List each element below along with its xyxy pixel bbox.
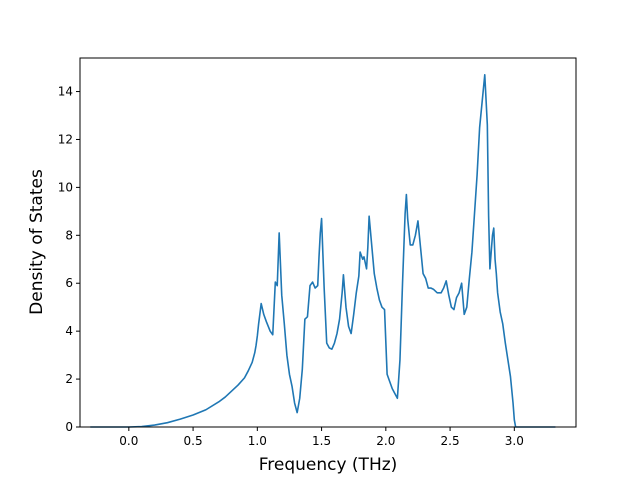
x-tick-label: 1.5	[312, 434, 331, 448]
y-tick-label: 10	[58, 180, 73, 194]
y-tick-label: 6	[65, 276, 73, 290]
x-axis-label: Frequency (THz)	[259, 455, 398, 475]
y-tick-label: 14	[58, 85, 73, 99]
x-tick-label: 3.0	[505, 434, 524, 448]
x-axis-ticks: 0.0 0.5 1.0 1.5 2.0 2.5 3.0	[119, 427, 524, 448]
y-tick-label: 0	[65, 420, 73, 434]
x-tick-label: 2.5	[441, 434, 460, 448]
y-tick-label: 8	[65, 228, 73, 242]
plot-area	[79, 57, 577, 428]
axes-frame	[79, 57, 577, 428]
y-tick-label: 2	[65, 372, 73, 386]
x-tick-label: 0.0	[119, 434, 138, 448]
y-tick-label: 4	[65, 324, 73, 338]
y-tick-label: 12	[58, 132, 73, 146]
x-tick-label: 0.5	[184, 434, 203, 448]
series-line-0	[90, 73, 556, 428]
y-axis-label: Density of States	[27, 169, 47, 315]
x-tick-label: 2.0	[376, 434, 395, 448]
y-axis-ticks: 0 2 4 6 8 10 12 14	[58, 85, 80, 434]
x-tick-label: 1.0	[248, 434, 267, 448]
